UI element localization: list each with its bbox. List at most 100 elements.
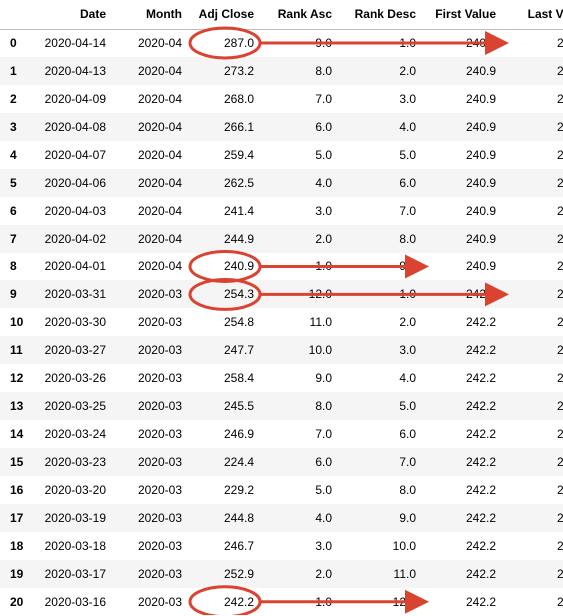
cell-rank-asc: 2.0 — [315, 231, 332, 246]
table-row: 16 2020-03-20 2020-03 229.2 5.0 8.0 242.2 254.3 — [0, 476, 563, 504]
header-last-value: Last Value — [502, 0, 563, 30]
cell-rank-asc: 1.0 — [315, 594, 332, 609]
cell-last-value: 287.0 — [556, 119, 563, 134]
cell-rank-desc: 8.0 — [399, 231, 416, 246]
cell-date: 2020-04-13 — [44, 63, 106, 78]
cell-date: 2020-03-16 — [44, 594, 106, 609]
cell-adj-close: 287.0 — [223, 36, 254, 51]
cell-last-value: 254.3 — [556, 315, 563, 330]
cell-rank-desc: 7.0 — [399, 455, 416, 470]
table-row: 17 2020-03-19 2020-03 244.8 4.0 9.0 242.2 254.3 — [0, 503, 563, 532]
cell-last-value: 254.3 — [556, 510, 563, 525]
cell-adj-close: 258.4 — [223, 371, 254, 386]
row-index: 17 — [10, 510, 24, 525]
cell-date: 2020-03-24 — [44, 427, 106, 442]
cell-first-value: 240.9 — [465, 147, 496, 162]
cell-month: 2020-03 — [137, 594, 182, 609]
cell-adj-close: 224.4 — [223, 455, 254, 470]
cell-rank-desc: 2.0 — [399, 315, 416, 330]
cell-first-value: 240.9 — [465, 175, 496, 190]
cell-adj-close: 273.2 — [223, 63, 254, 78]
cell-rank-desc: 6.0 — [399, 427, 416, 442]
cell-rank-asc: 6.0 — [315, 119, 332, 134]
cell-date: 2020-03-19 — [44, 510, 106, 525]
row-index: 19 — [10, 566, 24, 581]
table-row: 5 2020-04-06 2020-04 262.5 4.0 6.0 240.9 287.0 — [0, 168, 563, 197]
cell-date: 2020-04-08 — [44, 119, 106, 134]
row-index: 15 — [10, 455, 24, 470]
cell-last-value: 287.0 — [556, 91, 563, 106]
cell-month: 2020-03 — [137, 343, 182, 358]
cell-adj-close: 268.0 — [223, 91, 254, 106]
cell-last-value: 254.3 — [556, 427, 563, 442]
cell-first-value: 240.9 — [465, 203, 496, 218]
cell-rank-asc: 5.0 — [315, 147, 332, 162]
cell-rank-asc: 1.0 — [315, 259, 332, 274]
cell-month: 2020-04 — [137, 91, 182, 106]
row-index: 10 — [10, 315, 24, 330]
table-row: 8 2020-04-01 2020-04 240.9 1.0 9.0 240.9 287.0 — [0, 252, 563, 281]
cell-last-value: 254.3 — [556, 538, 563, 553]
cell-first-value: 242.2 — [465, 371, 496, 386]
cell-month: 2020-04 — [137, 259, 182, 274]
row-index: 18 — [10, 538, 24, 553]
cell-date: 2020-04-14 — [44, 36, 106, 51]
row-index: 16 — [10, 482, 24, 497]
table-row: 4 2020-04-07 2020-04 259.4 5.0 5.0 240.9 287.0 — [0, 140, 563, 169]
cell-rank-desc: 5.0 — [399, 147, 416, 162]
row-index: 14 — [10, 427, 24, 442]
cell-rank-desc: 9.0 — [399, 259, 416, 274]
cell-rank-asc: 11.0 — [309, 315, 332, 330]
cell-date: 2020-04-06 — [44, 175, 106, 190]
cell-last-value: 254.3 — [556, 594, 563, 609]
header-month: Month — [112, 0, 188, 30]
cell-date: 2020-03-17 — [44, 566, 106, 581]
header-adj-close: Adj Close — [188, 0, 260, 30]
row-index: 6 — [10, 203, 17, 218]
cell-date: 2020-03-23 — [44, 455, 106, 470]
cell-rank-asc: 10.0 — [308, 343, 332, 358]
cell-rank-desc: 11.0 — [393, 566, 416, 581]
cell-rank-desc: 10.0 — [392, 538, 416, 553]
header-first-value: First Value — [422, 0, 502, 30]
cell-date: 2020-03-18 — [44, 538, 106, 553]
cell-month: 2020-04 — [137, 203, 182, 218]
cell-month: 2020-04 — [137, 119, 182, 134]
table-row: 2 2020-04-09 2020-04 268.0 7.0 3.0 240.9 287.0 — [0, 84, 563, 113]
cell-last-value: 254.3 — [556, 343, 563, 358]
cell-rank-desc: 1.0 — [399, 287, 416, 302]
cell-month: 2020-04 — [137, 175, 182, 190]
cell-first-value: 242.2 — [465, 315, 496, 330]
table-row: 18 2020-03-18 2020-03 246.7 3.0 10.0 242.2 254.… — [0, 531, 563, 560]
cell-date: 2020-03-25 — [44, 399, 106, 414]
cell-last-value: 254.3 — [556, 482, 563, 497]
table-body: 02020-04-142020-04287.09.01.0240.9287.01… — [0, 29, 563, 616]
cell-rank-asc: 3.0 — [315, 538, 332, 553]
cell-last-value: 287.0 — [556, 231, 563, 246]
cell-adj-close: 266.1 — [223, 119, 254, 134]
cell-first-value: 240.9 — [465, 119, 496, 134]
cell-rank-desc: 7.0 — [399, 203, 416, 218]
cell-adj-close: 241.4 — [223, 203, 254, 218]
cell-month: 2020-04 — [137, 231, 182, 246]
cell-rank-asc: 2.0 — [315, 566, 332, 581]
cell-adj-close: 252.9 — [223, 566, 254, 581]
cell-month: 2020-03 — [137, 371, 182, 386]
cell-adj-close: 240.9 — [223, 259, 254, 274]
cell-month: 2020-03 — [137, 566, 182, 581]
cell-date: 2020-04-07 — [44, 147, 106, 162]
cell-rank-asc: 4.0 — [315, 510, 332, 525]
cell-rank-asc: 12.0 — [308, 287, 332, 302]
cell-adj-close: 242.2 — [223, 594, 254, 609]
cell-rank-desc: 2.0 — [399, 63, 416, 78]
cell-adj-close: 246.9 — [223, 427, 254, 442]
cell-month: 2020-04 — [137, 36, 182, 51]
table-row: 9 2020-03-31 2020-03 254.3 12.0 1.0 242.2 254.3 — [0, 280, 563, 309]
cell-first-value: 240.9 — [465, 63, 496, 78]
cell-adj-close: 229.2 — [223, 482, 254, 497]
cell-date: 2020-03-30 — [44, 315, 106, 330]
cell-rank-desc: 8.0 — [399, 482, 416, 497]
cell-last-value: 254.3 — [556, 371, 563, 386]
cell-last-value: 287.0 — [556, 175, 563, 190]
cell-month: 2020-03 — [137, 315, 182, 330]
